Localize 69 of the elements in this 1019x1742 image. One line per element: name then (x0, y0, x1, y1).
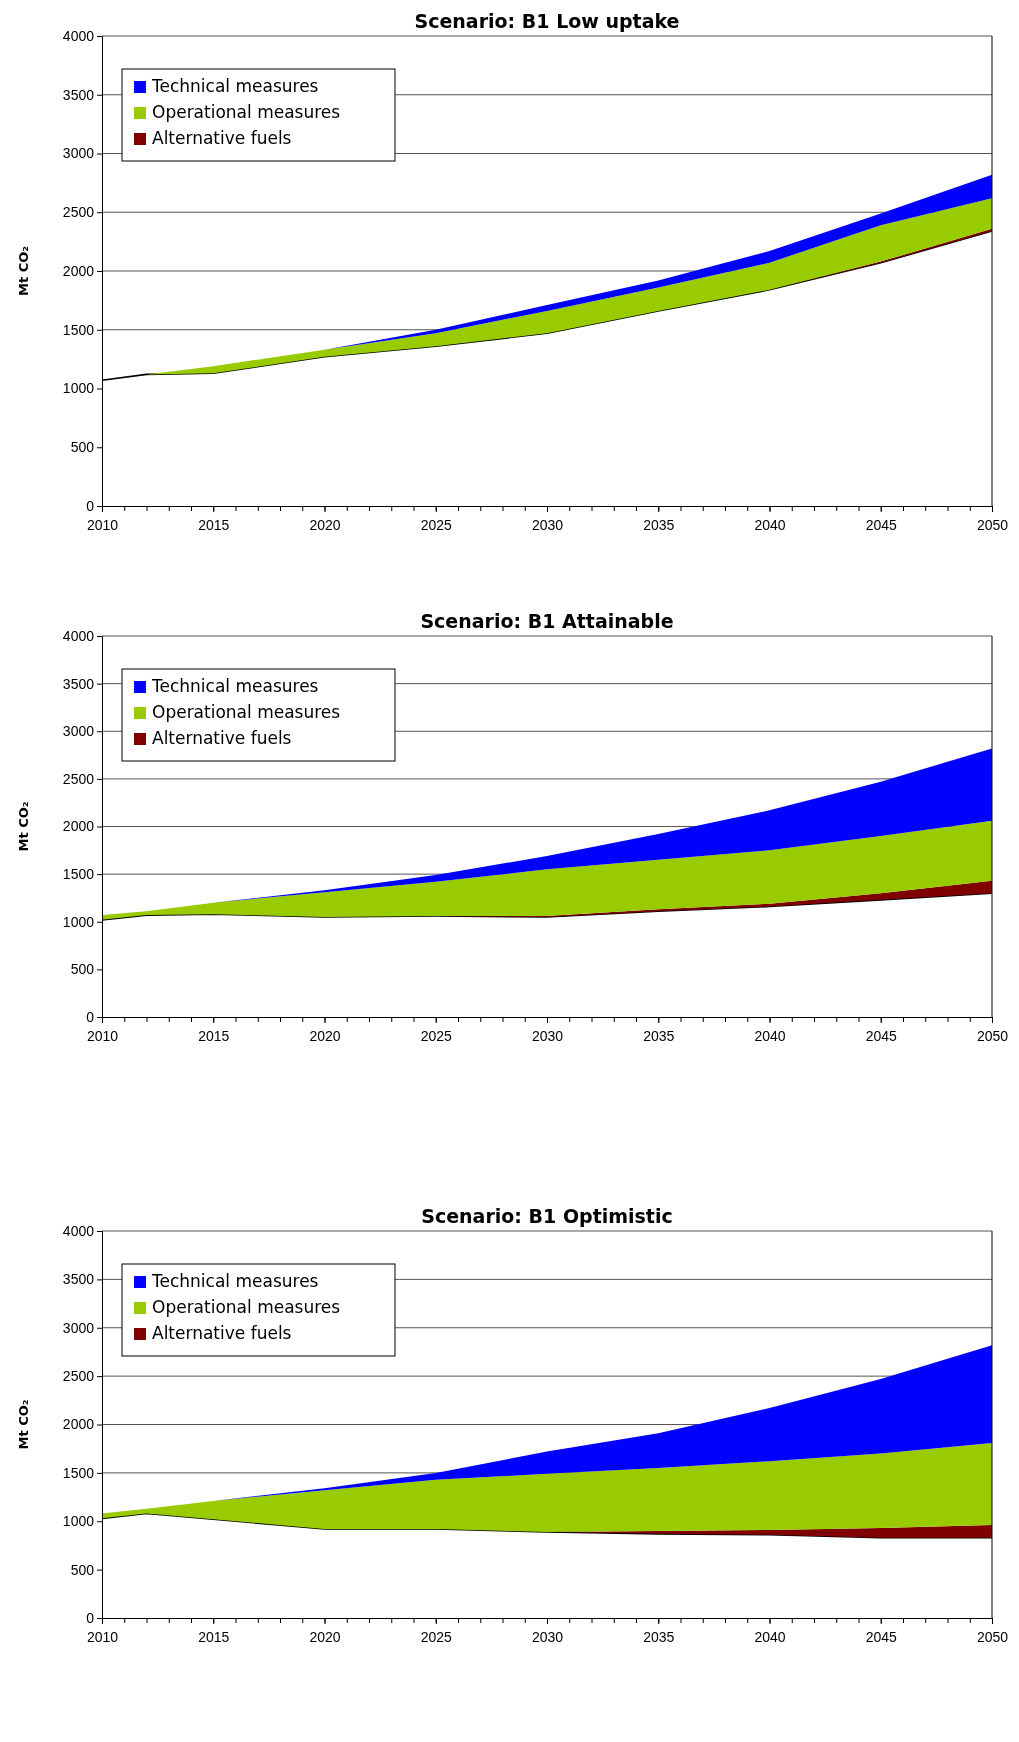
y-tick-label: 1500 (62, 1464, 95, 1481)
x-tick-label: 2050 (976, 1629, 1009, 1646)
y-tick-label: 1500 (62, 321, 95, 338)
y-tick-label: 1000 (62, 380, 95, 397)
y-tick-label: 4000 (62, 27, 95, 44)
y-axis-title: Mt CO₂ (16, 801, 31, 852)
x-tick-label: 2040 (754, 1629, 786, 1646)
y-tick-label: 2000 (62, 262, 95, 279)
x-tick-label: 2045 (865, 517, 898, 534)
x-tick-label: 2035 (643, 1629, 675, 1646)
y-axis-title: Mt CO₂ (16, 246, 31, 296)
chart-title: Scenario: B1 Attainable (420, 610, 674, 632)
x-tick-label: 2035 (643, 517, 675, 534)
y-tick-label: 2000 (62, 1416, 95, 1433)
x-tick-label: 2050 (976, 517, 1009, 534)
legend-label: Technical measures (151, 1271, 319, 1291)
x-tick-label: 2015 (198, 1028, 230, 1045)
x-tick-label: 2050 (976, 1028, 1009, 1045)
y-tick-label: 1000 (62, 913, 95, 930)
chart-title: Scenario: B1 Low uptake (414, 10, 680, 32)
x-tick-label: 2025 (420, 1629, 453, 1646)
x-tick-label: 2015 (198, 517, 230, 534)
y-tick-label: 500 (70, 1561, 95, 1578)
y-tick-label: 0 (86, 497, 95, 514)
y-tick-label: 3000 (62, 145, 95, 162)
x-tick-label: 2040 (754, 517, 786, 534)
y-tick-label: 500 (70, 961, 95, 978)
x-tick-label: 2020 (309, 1629, 341, 1646)
x-tick-label: 2010 (86, 1629, 119, 1646)
legend-label: Alternative fuels (152, 128, 292, 148)
y-tick-label: 4000 (62, 627, 95, 644)
y-tick-label: 2000 (62, 818, 95, 835)
legend-label: Technical measures (151, 76, 319, 96)
y-tick-label: 3500 (62, 1271, 95, 1288)
legend-label: Operational measures (152, 702, 341, 722)
x-tick-label: 2020 (309, 517, 341, 534)
x-tick-label: 2010 (86, 517, 119, 534)
y-tick-label: 0 (86, 1609, 95, 1626)
legend-label: Operational measures (152, 102, 341, 122)
x-tick-label: 2040 (754, 1028, 786, 1045)
x-tick-label: 2045 (865, 1629, 898, 1646)
legend-label: Alternative fuels (152, 728, 292, 748)
legend-label: Operational measures (152, 1297, 341, 1317)
x-tick-label: 2045 (865, 1028, 898, 1045)
y-tick-label: 500 (70, 439, 95, 456)
y-tick-label: 2500 (62, 204, 95, 221)
y-tick-label: 4000 (62, 1222, 95, 1239)
y-tick-label: 3500 (62, 675, 95, 692)
y-tick-label: 2500 (62, 770, 95, 787)
x-tick-label: 2035 (643, 1028, 675, 1045)
x-tick-label: 2015 (198, 1629, 230, 1646)
x-tick-label: 2025 (420, 1028, 453, 1045)
x-tick-label: 2010 (86, 1028, 119, 1045)
legend-label: Alternative fuels (152, 1323, 292, 1343)
legend-label: Technical measures (151, 676, 319, 696)
y-tick-label: 3500 (62, 86, 95, 103)
x-tick-label: 2020 (309, 1028, 341, 1045)
x-tick-label: 2030 (531, 1028, 564, 1045)
y-tick-label: 0 (86, 1008, 95, 1025)
y-axis-title: Mt CO₂ (16, 1399, 31, 1450)
y-tick-label: 3000 (62, 1319, 95, 1336)
chart-title: Scenario: B1 Optimistic (421, 1205, 673, 1227)
x-tick-label: 2030 (531, 517, 564, 534)
x-tick-label: 2030 (531, 1629, 564, 1646)
y-tick-label: 2500 (62, 1368, 95, 1385)
x-tick-label: 2025 (420, 517, 453, 534)
y-tick-label: 1000 (62, 1513, 95, 1530)
y-tick-label: 3000 (62, 723, 95, 740)
y-tick-label: 1500 (62, 866, 95, 883)
